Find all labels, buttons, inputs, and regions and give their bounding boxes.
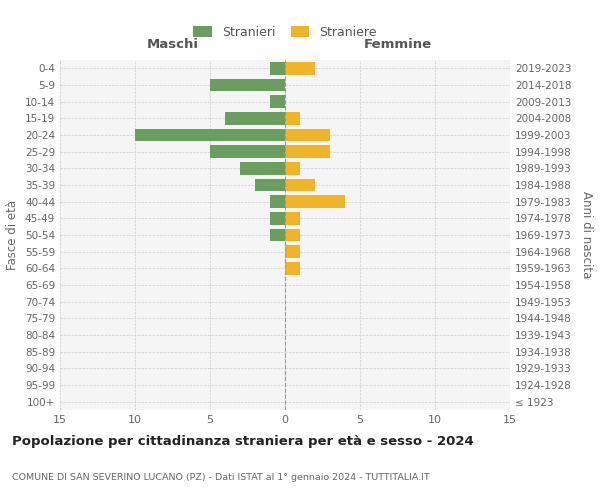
Bar (285, 62, 315, 74)
Bar (270, 62, 285, 74)
Y-axis label: Anni di nascita: Anni di nascita (580, 192, 593, 278)
Bar (210, 79, 285, 92)
Text: Femmine: Femmine (364, 38, 431, 52)
Bar (270, 96, 285, 108)
Bar (285, 196, 345, 208)
Bar (285, 129, 330, 141)
Text: COMUNE DI SAN SEVERINO LUCANO (PZ) - Dati ISTAT al 1° gennaio 2024 - TUTTITALIA.: COMUNE DI SAN SEVERINO LUCANO (PZ) - Dat… (12, 472, 430, 482)
Bar (225, 112, 285, 124)
Y-axis label: Fasce di età: Fasce di età (7, 200, 19, 270)
Bar (285, 212, 300, 224)
Text: Popolazione per cittadinanza straniera per età e sesso - 2024: Popolazione per cittadinanza straniera p… (12, 435, 474, 448)
Bar (285, 112, 300, 124)
Bar (285, 262, 300, 274)
Bar (270, 229, 285, 241)
Bar (270, 196, 285, 208)
Text: Maschi: Maschi (146, 38, 199, 52)
Bar (135, 129, 285, 141)
Bar (240, 162, 285, 174)
Bar (285, 229, 300, 241)
Bar (210, 146, 285, 158)
Bar (285, 162, 300, 174)
Bar (285, 246, 300, 258)
Bar (255, 179, 285, 192)
Bar (270, 212, 285, 224)
Bar (285, 179, 315, 192)
Bar (285, 146, 330, 158)
Legend: Stranieri, Straniere: Stranieri, Straniere (188, 21, 382, 44)
